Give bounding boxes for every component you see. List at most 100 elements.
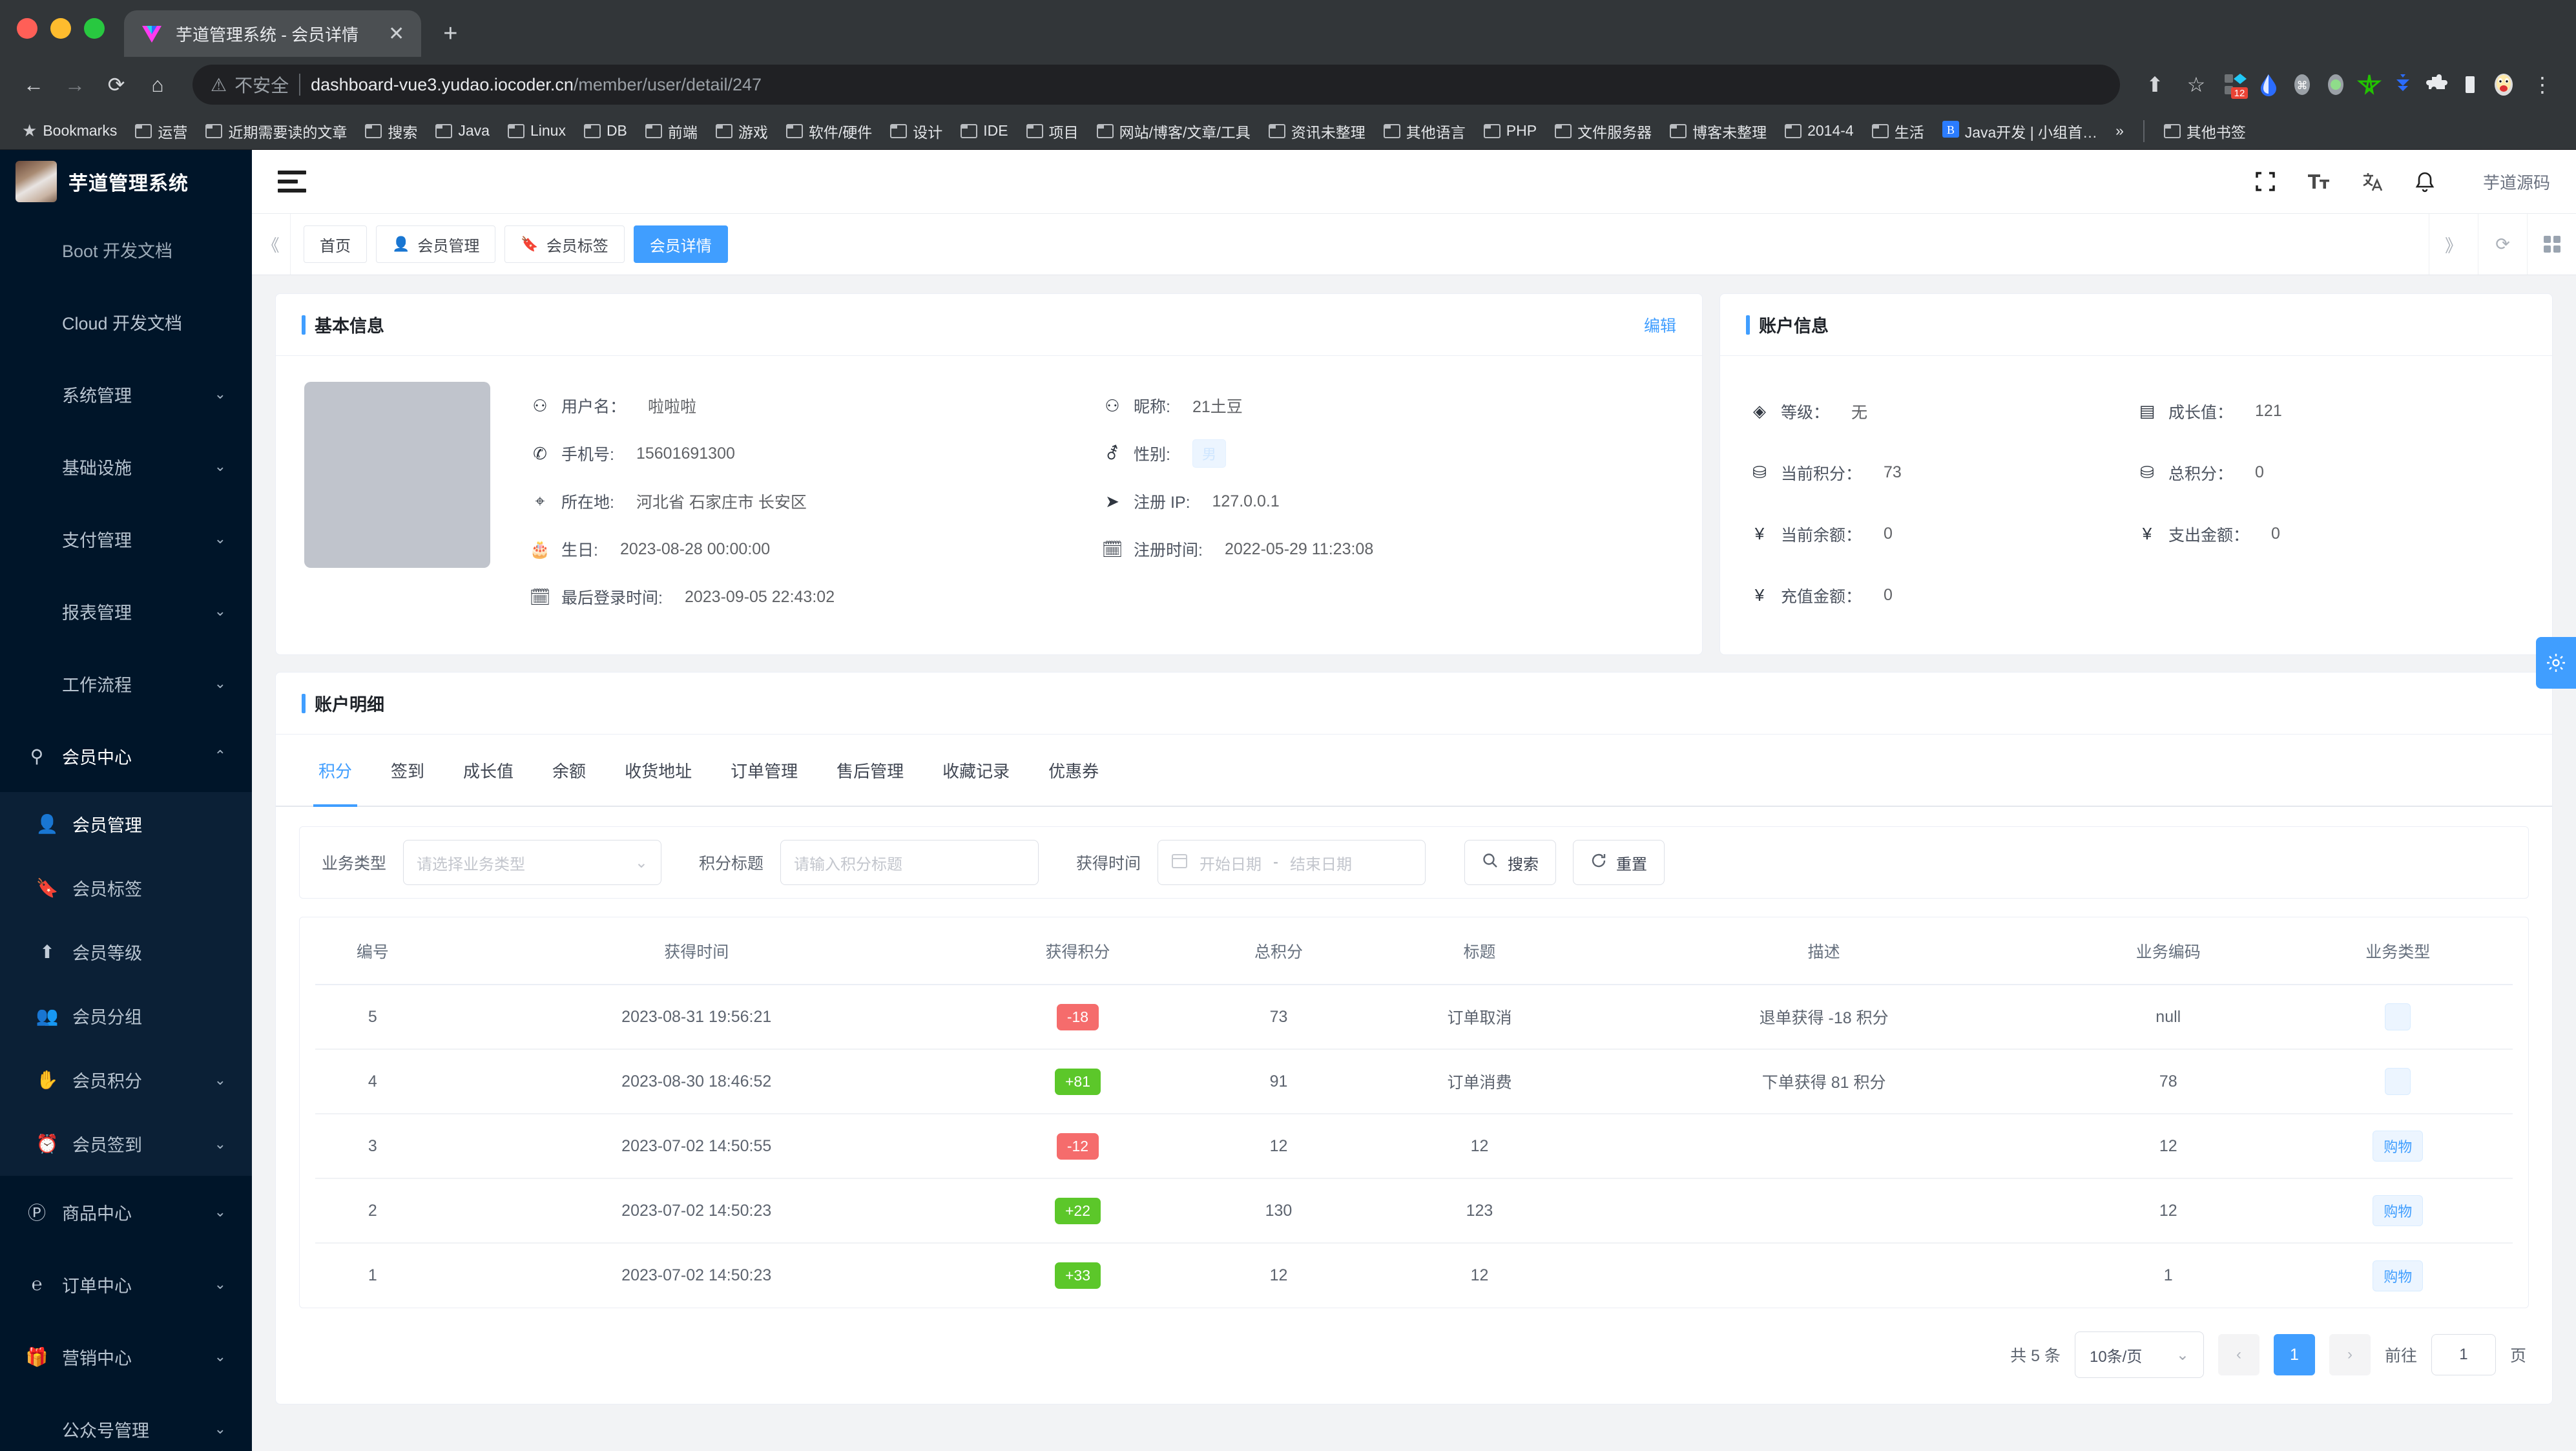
- sidebar-item-16[interactable]: 🎁 营销中心 ⌄: [0, 1321, 252, 1393]
- sidebar-item-14[interactable]: Ⓟ 商品中心 ⌄: [0, 1176, 252, 1248]
- sidebar-item-12[interactable]: ✋ 会员积分 ⌄: [0, 1048, 252, 1112]
- table-row[interactable]: 1 2023-07-02 14:50:23 +33 12 12 1 购物: [315, 1243, 2513, 1308]
- goto-page-input[interactable]: 1: [2431, 1334, 2496, 1375]
- bookmark-folder[interactable]: 近期需要读的文章: [198, 116, 355, 146]
- sidebar-item-8[interactable]: 👤 会员管理: [0, 792, 252, 856]
- bookmark-folder[interactable]: PHP: [1476, 118, 1544, 143]
- reload-icon[interactable]: ⟳: [107, 73, 125, 96]
- search-button[interactable]: 搜索: [1464, 840, 1557, 885]
- extension-chevrons-icon[interactable]: [2387, 69, 2418, 100]
- back-icon[interactable]: ←: [23, 72, 44, 96]
- maximize-window-button[interactable]: [84, 18, 105, 39]
- other-bookmarks-folder[interactable]: 其他书签: [2156, 116, 2254, 146]
- new-tab-button[interactable]: +: [443, 20, 458, 47]
- minimize-window-button[interactable]: [50, 18, 71, 39]
- refresh-icon[interactable]: ⟳: [2478, 214, 2527, 275]
- bookmark-folder[interactable]: 前端: [638, 116, 705, 146]
- bookmark-folder[interactable]: 博客未整理: [1662, 116, 1774, 146]
- detail-tab-8[interactable]: 优惠券: [1048, 761, 1099, 781]
- detail-tab-2[interactable]: 成长值: [463, 761, 514, 781]
- grid-icon[interactable]: [2527, 214, 2576, 275]
- menu-collapse-icon[interactable]: [278, 171, 306, 193]
- bookmark-folder[interactable]: 其他语言: [1376, 116, 1473, 146]
- extension-droplet-icon[interactable]: [2253, 69, 2284, 100]
- sidebar-item-10[interactable]: ⬆ 会员等级: [0, 920, 252, 984]
- page-number-1[interactable]: 1: [2273, 1334, 2315, 1375]
- extension-command-icon[interactable]: ⌘: [2287, 69, 2318, 100]
- bookmark-folder[interactable]: 生活: [1864, 116, 1932, 146]
- points-title-input[interactable]: 请输入积分标题: [780, 840, 1039, 885]
- bookmark-folder[interactable]: 游戏: [708, 116, 776, 146]
- prev-page-button[interactable]: ‹: [2218, 1334, 2259, 1375]
- browser-menu-icon[interactable]: ⋮: [2532, 73, 2553, 96]
- bell-icon[interactable]: [2415, 171, 2435, 193]
- tags-more-icon[interactable]: 》: [2429, 214, 2478, 275]
- bookmark-java-dev[interactable]: B Java开发 | 小组首…: [1935, 116, 2105, 146]
- user-name[interactable]: 芋道源码: [2482, 172, 2550, 193]
- biz-type-select[interactable]: 请选择业务类型 ⌄: [403, 840, 662, 885]
- extension-grid-icon[interactable]: 12: [2219, 69, 2250, 100]
- settings-fab-button[interactable]: [2536, 637, 2576, 689]
- home-icon[interactable]: ⌂: [151, 72, 164, 96]
- table-row[interactable]: 2 2023-07-02 14:50:23 +22 130 123 12 购物: [315, 1178, 2513, 1244]
- translate-icon[interactable]: [2362, 171, 2384, 193]
- bookmark-folder[interactable]: IDE: [953, 118, 1015, 143]
- sidebar-item-1[interactable]: Cloud 开发文档: [0, 286, 252, 358]
- sidebar-item-0[interactable]: Boot 开发文档: [0, 213, 252, 286]
- bookmark-folder[interactable]: 软件/硬件: [778, 116, 880, 146]
- profile-avatar[interactable]: [2488, 69, 2519, 100]
- edit-link[interactable]: 编辑: [1643, 317, 1676, 335]
- detail-tab-0[interactable]: 积分: [299, 735, 371, 807]
- bookmark-folder[interactable]: 设计: [882, 116, 950, 146]
- bookmark-folder[interactable]: 文件服务器: [1547, 116, 1659, 146]
- tag-1[interactable]: 👤 会员管理: [376, 225, 496, 263]
- bookmark-folder[interactable]: 2014-4: [1777, 118, 1862, 143]
- browser-tab[interactable]: 芋道管理系统 - 会员详情 ✕: [124, 10, 422, 57]
- share-icon[interactable]: ⬆: [2146, 73, 2164, 96]
- table-row[interactable]: 4 2023-08-30 18:46:52 +81 91 订单消费 下单获得 81 积分 7…: [315, 1049, 2513, 1114]
- sidebar-item-4[interactable]: 支付管理 ⌄: [0, 503, 252, 575]
- detail-tab-3[interactable]: 余额: [552, 761, 587, 781]
- detail-tab-5[interactable]: 订单管理: [731, 761, 798, 781]
- page-size-select[interactable]: 10条/页 ⌄: [2074, 1331, 2204, 1378]
- detail-tab-7[interactable]: 收藏记录: [942, 761, 1010, 781]
- sidebar-item-2[interactable]: 系统管理 ⌄: [0, 358, 252, 430]
- bookmark-folder[interactable]: 搜索: [357, 116, 425, 146]
- font-size-icon[interactable]: [2307, 172, 2331, 191]
- date-range-picker[interactable]: 开始日期 - 结束日期: [1158, 840, 1426, 885]
- detail-tab-1[interactable]: 签到: [391, 761, 425, 781]
- sidebar-item-5[interactable]: 报表管理 ⌄: [0, 575, 252, 647]
- tag-3[interactable]: 会员详情: [633, 225, 728, 263]
- bookmarks-manager-button[interactable]: ★ Bookmarks: [14, 117, 125, 145]
- next-page-button[interactable]: ›: [2329, 1334, 2371, 1375]
- bookmarks-overflow-button[interactable]: »: [2115, 122, 2124, 139]
- sidebar-item-3[interactable]: 基础设施 ⌄: [0, 430, 252, 503]
- sidebar-logo[interactable]: 芋道管理系统: [0, 150, 252, 213]
- table-row[interactable]: 3 2023-07-02 14:50:55 -12 12 12 12 购物: [315, 1114, 2513, 1179]
- bookmark-folder[interactable]: Java: [428, 118, 497, 143]
- address-bar[interactable]: ⚠ 不安全 dashboard-vue3.yudao.iocoder.cn/me…: [192, 65, 2120, 105]
- tags-scroll-left-icon[interactable]: 《: [252, 214, 291, 275]
- extension-puzzle-icon[interactable]: [2421, 69, 2452, 100]
- fullscreen-icon[interactable]: [2254, 171, 2276, 193]
- sidebar-item-17[interactable]: 公众号管理 ⌄: [0, 1393, 252, 1451]
- bookmark-folder[interactable]: 运营: [127, 116, 195, 146]
- sidebar-item-9[interactable]: 🔖 会员标签: [0, 856, 252, 920]
- detail-tab-4[interactable]: 收货地址: [625, 761, 692, 781]
- tag-0[interactable]: 首页: [304, 225, 367, 263]
- forward-icon[interactable]: →: [65, 72, 85, 96]
- sidebar-item-15[interactable]: ℮ 订单中心 ⌄: [0, 1248, 252, 1321]
- sidebar-item-13[interactable]: ⏰ 会员签到 ⌄: [0, 1112, 252, 1176]
- reset-button[interactable]: 重置: [1573, 840, 1665, 885]
- table-row[interactable]: 5 2023-08-31 19:56:21 -18 73 订单取消 退单获得 -18 积分…: [315, 985, 2513, 1050]
- sidebar-item-6[interactable]: 工作流程 ⌄: [0, 647, 252, 720]
- bookmark-folder[interactable]: 项目: [1019, 116, 1086, 146]
- sidebar-item-11[interactable]: 👥 会员分组: [0, 984, 252, 1048]
- tag-2[interactable]: 🔖 会员标签: [504, 225, 625, 263]
- sidebar-item-7[interactable]: ⚲ 会员中心 ⌃: [0, 720, 252, 792]
- bookmark-folder[interactable]: Linux: [500, 118, 574, 143]
- not-secure-badge[interactable]: ⚠ 不安全: [211, 72, 289, 98]
- extension-circle-icon[interactable]: [2320, 69, 2351, 100]
- bookmark-folder[interactable]: 网站/博客/文章/工具: [1089, 116, 1258, 146]
- extension-star-icon[interactable]: [2354, 69, 2385, 100]
